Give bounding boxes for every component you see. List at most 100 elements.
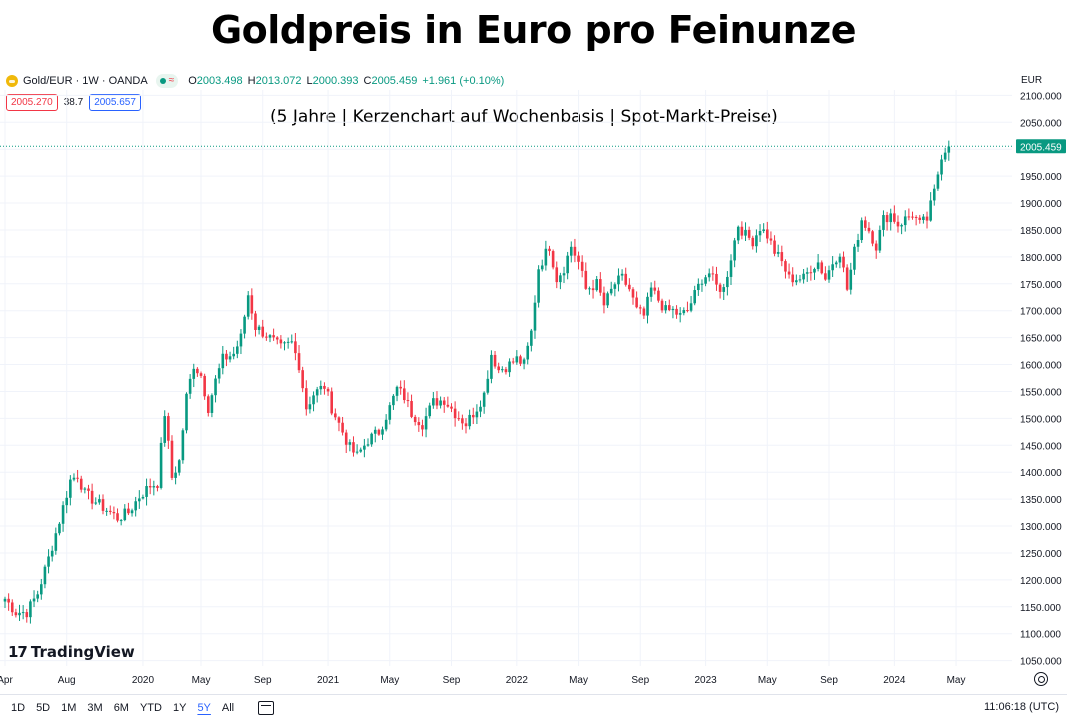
bottom-toolbar: 1D 5D 1M 3M 6M YTD 1Y 5Y All 11:06:18 (U… bbox=[0, 694, 1067, 720]
market-status-badge[interactable]: ≈ bbox=[155, 74, 179, 88]
candle-body bbox=[646, 296, 649, 316]
candle-body bbox=[417, 422, 421, 426]
candle-body bbox=[261, 326, 265, 337]
candle-body bbox=[40, 584, 43, 595]
candle-body bbox=[410, 401, 413, 417]
y-tick-label: 1250.000 bbox=[1020, 549, 1062, 560]
candle-body bbox=[671, 308, 675, 311]
ohlc-close: C2005.459 bbox=[363, 75, 418, 87]
candle-body bbox=[297, 353, 301, 371]
x-tick-label: Sep bbox=[443, 675, 461, 686]
candle-body bbox=[214, 378, 217, 396]
range-5y-button[interactable]: 5Y bbox=[197, 701, 211, 714]
range-all-button[interactable]: All bbox=[221, 701, 235, 714]
candle-body bbox=[573, 246, 577, 256]
candle-body bbox=[156, 486, 159, 488]
candle-body bbox=[711, 273, 715, 275]
candle-body bbox=[453, 408, 457, 419]
candlestick-chart[interactable]: 1050.000 1100.000 1150.000 1200.000 1250.000… bbox=[0, 90, 1067, 694]
range-3m-button[interactable]: 3M bbox=[87, 701, 103, 714]
candle-body bbox=[907, 216, 911, 218]
x-tick-label: 2023 bbox=[694, 675, 717, 686]
candle-body bbox=[275, 337, 279, 340]
y-tick-label: 1450.000 bbox=[1020, 441, 1062, 452]
candle-body bbox=[479, 406, 482, 412]
y-tick-label: 1400.000 bbox=[1020, 468, 1062, 479]
candle-body bbox=[10, 602, 14, 613]
candle-body bbox=[232, 353, 235, 357]
candle-body bbox=[138, 498, 141, 502]
candle-body bbox=[428, 405, 432, 417]
candle-body bbox=[236, 346, 239, 354]
candle-body bbox=[435, 398, 439, 406]
currency-selector[interactable]: EUR bbox=[1021, 75, 1043, 86]
symbol-name[interactable]: Gold/EUR · 1W · OANDA bbox=[23, 75, 148, 87]
candle-body bbox=[548, 248, 551, 252]
candle-body bbox=[766, 229, 769, 239]
candle-body bbox=[929, 200, 932, 221]
candle-body bbox=[813, 268, 816, 273]
candle-body bbox=[903, 216, 907, 226]
calendar-icon[interactable] bbox=[258, 700, 275, 715]
range-1y-button[interactable]: 1Y bbox=[172, 701, 187, 714]
candle-body bbox=[250, 295, 254, 314]
candle-body bbox=[177, 460, 181, 473]
candle-body bbox=[69, 479, 72, 498]
range-6m-button[interactable]: 6M bbox=[113, 701, 129, 714]
candle-body bbox=[308, 404, 312, 410]
symbol-legend[interactable]: Gold/EUR · 1W · OANDA ≈ O2003.498 H2013.… bbox=[6, 73, 504, 89]
candle-body bbox=[733, 240, 736, 261]
range-1m-button[interactable]: 1M bbox=[61, 701, 77, 714]
clock-utc[interactable]: 11:06:18 (UTC) bbox=[984, 701, 1059, 713]
y-tick-label: 1500.000 bbox=[1020, 414, 1062, 425]
candle-body bbox=[824, 273, 827, 280]
candle-body bbox=[159, 442, 163, 488]
candle-body bbox=[185, 393, 188, 431]
candle-body bbox=[217, 368, 221, 379]
candle-body bbox=[613, 284, 617, 289]
range-5d-button[interactable]: 5D bbox=[36, 701, 51, 714]
candle-body bbox=[493, 354, 497, 367]
candle-body bbox=[624, 273, 628, 285]
y-tick-label: 1100.000 bbox=[1020, 630, 1061, 641]
x-tick-label: May bbox=[569, 675, 588, 686]
candle-body bbox=[395, 386, 399, 396]
candle-body bbox=[853, 246, 856, 270]
candle-body bbox=[820, 262, 824, 274]
range-ytd-button[interactable]: YTD bbox=[139, 701, 162, 714]
candle-body bbox=[134, 501, 137, 511]
candle-body bbox=[577, 255, 580, 262]
candle-body bbox=[286, 341, 290, 343]
candle-body bbox=[101, 499, 105, 511]
candle-body bbox=[352, 442, 355, 453]
candle-body bbox=[882, 215, 885, 230]
candle-body bbox=[660, 300, 664, 311]
candle-body bbox=[163, 416, 167, 443]
tradingview-logo-icon: 17 bbox=[8, 643, 28, 661]
candle-body bbox=[279, 339, 283, 344]
candle-body bbox=[878, 229, 882, 251]
candle-body bbox=[301, 370, 304, 389]
candle-body bbox=[508, 361, 511, 373]
range-1d-button[interactable]: 1D bbox=[11, 701, 26, 714]
bid-price-button[interactable]: 2005.270 bbox=[6, 94, 58, 111]
ask-price-button[interactable]: 2005.657 bbox=[89, 94, 141, 111]
candle-body bbox=[526, 345, 530, 360]
candle-body bbox=[922, 216, 925, 220]
candle-body bbox=[780, 252, 784, 262]
candle-body bbox=[145, 486, 148, 497]
candle-body bbox=[326, 388, 330, 392]
candle-body bbox=[413, 416, 417, 423]
candle-body bbox=[602, 292, 606, 306]
candle-body bbox=[61, 505, 65, 524]
y-tick-label: 1700.000 bbox=[1020, 307, 1062, 318]
candle-body bbox=[664, 305, 667, 311]
candle-body bbox=[697, 283, 700, 291]
candle-body bbox=[482, 392, 486, 407]
candle-body bbox=[595, 279, 598, 291]
candle-body bbox=[112, 511, 116, 514]
gear-icon[interactable] bbox=[1034, 672, 1048, 686]
candle-body bbox=[471, 414, 475, 418]
x-tick-label: 2024 bbox=[883, 675, 906, 686]
candle-body bbox=[43, 566, 47, 585]
